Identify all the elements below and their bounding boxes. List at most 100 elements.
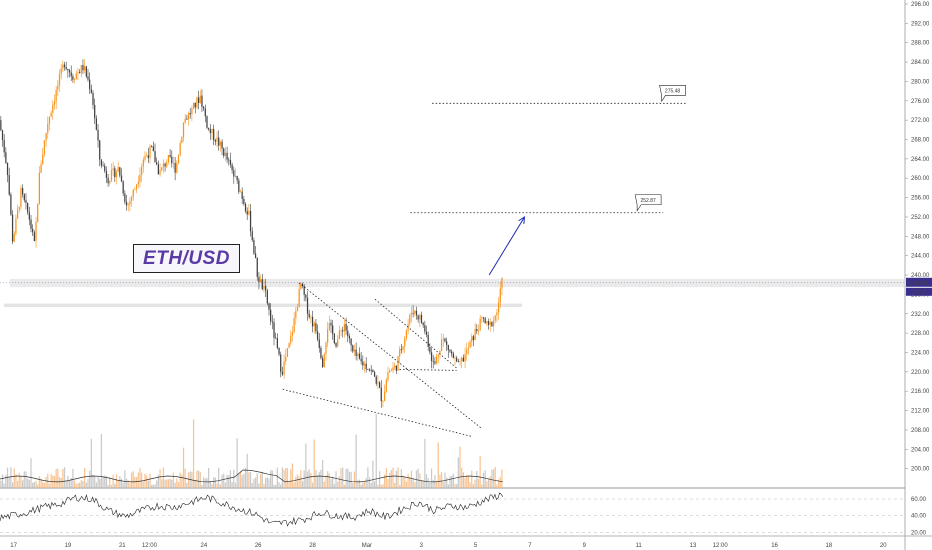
candle-body <box>216 137 218 142</box>
volume-bar <box>476 470 478 488</box>
volume-bar <box>0 480 2 488</box>
candle-body <box>8 175 10 195</box>
candle-body <box>328 323 330 330</box>
candle-body <box>395 365 397 371</box>
candle-body <box>181 137 183 143</box>
volume-bar <box>407 473 409 488</box>
price-tick-label: 224.00 <box>911 350 930 356</box>
candle-body <box>40 164 42 173</box>
volume-bar <box>353 471 356 488</box>
candle-body <box>442 338 444 340</box>
volume-bar <box>402 475 404 488</box>
candle-body <box>402 346 404 350</box>
candle-body <box>357 353 359 357</box>
candle-body <box>68 70 71 73</box>
candle-body <box>405 330 408 339</box>
candle-body <box>244 203 247 212</box>
candle-body <box>70 72 72 77</box>
volume-bar <box>377 484 379 488</box>
volume-bar <box>251 483 253 488</box>
candle-body <box>110 170 113 181</box>
candle-body <box>176 163 178 173</box>
volume-bar <box>481 484 483 488</box>
candle-body <box>120 175 123 182</box>
candle-body <box>263 285 265 290</box>
candle-body <box>122 181 124 194</box>
volume-bar <box>67 475 69 488</box>
volume-bar <box>50 474 52 488</box>
volume-bar <box>471 470 473 488</box>
volume-bar <box>457 457 459 488</box>
volume-bar <box>459 446 461 488</box>
volume-bar <box>135 477 138 488</box>
volume-bar <box>62 469 64 488</box>
volume-bar <box>368 477 371 488</box>
volume-bar <box>389 472 391 488</box>
volume-bar <box>119 476 121 488</box>
candle-body <box>437 354 439 357</box>
candle-body <box>137 181 139 185</box>
candle-body <box>385 379 387 392</box>
candle-body <box>415 310 418 316</box>
candle-body <box>75 73 77 80</box>
volume-bar <box>154 484 156 488</box>
candle-body <box>226 152 228 160</box>
volume-bar <box>60 477 62 488</box>
candle-body <box>303 285 305 295</box>
candle-body <box>119 167 121 176</box>
volume-bar <box>383 474 386 488</box>
volume-bar <box>456 483 458 488</box>
volume-bar <box>392 467 394 488</box>
candle-body <box>114 168 116 178</box>
volume-bar <box>435 482 438 488</box>
candle-body <box>130 197 133 201</box>
volume-bar <box>40 478 42 488</box>
candle-body <box>492 320 495 327</box>
time-tick-label: 12:00 <box>142 543 158 549</box>
candle-body <box>320 348 322 359</box>
candle-body <box>43 140 46 155</box>
candle-body <box>132 189 134 198</box>
time-tick-label: 13 <box>690 543 697 549</box>
candle-body <box>241 191 243 199</box>
volume-bar <box>140 472 143 488</box>
volume-bar <box>196 470 198 488</box>
target-label: 252.87 <box>640 198 656 204</box>
volume-bar <box>117 480 119 488</box>
candle-body <box>489 321 491 325</box>
volume-bar <box>273 484 275 488</box>
candle-body <box>135 184 138 190</box>
volume-bar <box>429 482 431 488</box>
volume-bar <box>253 479 255 488</box>
candle-body <box>159 170 161 175</box>
candle-body <box>248 210 250 215</box>
volume-bar <box>21 480 24 488</box>
price-tick-label: 296.00 <box>911 2 930 8</box>
candle-body <box>125 201 128 206</box>
candle-body <box>501 278 503 289</box>
volume-bar <box>340 468 342 488</box>
candle-body <box>117 167 119 172</box>
volume-bar <box>151 484 153 488</box>
volume-bar <box>15 474 17 488</box>
volume-bar <box>228 475 230 488</box>
volume-bar <box>32 482 34 488</box>
candle-body <box>18 206 20 210</box>
candle-body <box>0 120 2 131</box>
volume-bar <box>104 475 106 488</box>
volume-bar <box>187 472 190 488</box>
candle-body <box>479 318 481 331</box>
candle-body <box>80 65 82 74</box>
candle-body <box>239 191 242 193</box>
volume-bar <box>5 474 7 488</box>
volume-bar <box>122 482 124 488</box>
candle-body <box>432 360 434 362</box>
volume-bar <box>124 470 126 488</box>
volume-bar <box>347 468 349 488</box>
candle-body <box>420 314 423 323</box>
volume-bar <box>134 476 136 488</box>
volume-bar <box>479 455 481 488</box>
volume-bar <box>501 469 503 488</box>
candle-body <box>467 347 470 350</box>
